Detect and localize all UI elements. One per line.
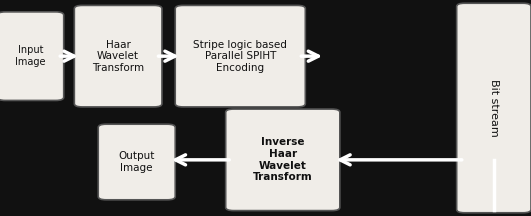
Text: Stripe logic based
Parallel SPIHT
Encoding: Stripe logic based Parallel SPIHT Encodi…	[193, 40, 287, 73]
FancyBboxPatch shape	[175, 5, 305, 107]
FancyBboxPatch shape	[98, 124, 175, 200]
Text: Output
Image: Output Image	[118, 151, 155, 173]
FancyBboxPatch shape	[74, 5, 162, 107]
FancyBboxPatch shape	[0, 12, 64, 100]
Text: Bit stream: Bit stream	[489, 79, 499, 137]
Text: Haar
Wavelet
Transform: Haar Wavelet Transform	[92, 40, 144, 73]
FancyBboxPatch shape	[226, 109, 340, 211]
Text: Input
Image: Input Image	[15, 45, 46, 67]
Text: Inverse
Haar
Wavelet
Transform: Inverse Haar Wavelet Transform	[253, 137, 313, 182]
FancyBboxPatch shape	[457, 3, 531, 213]
